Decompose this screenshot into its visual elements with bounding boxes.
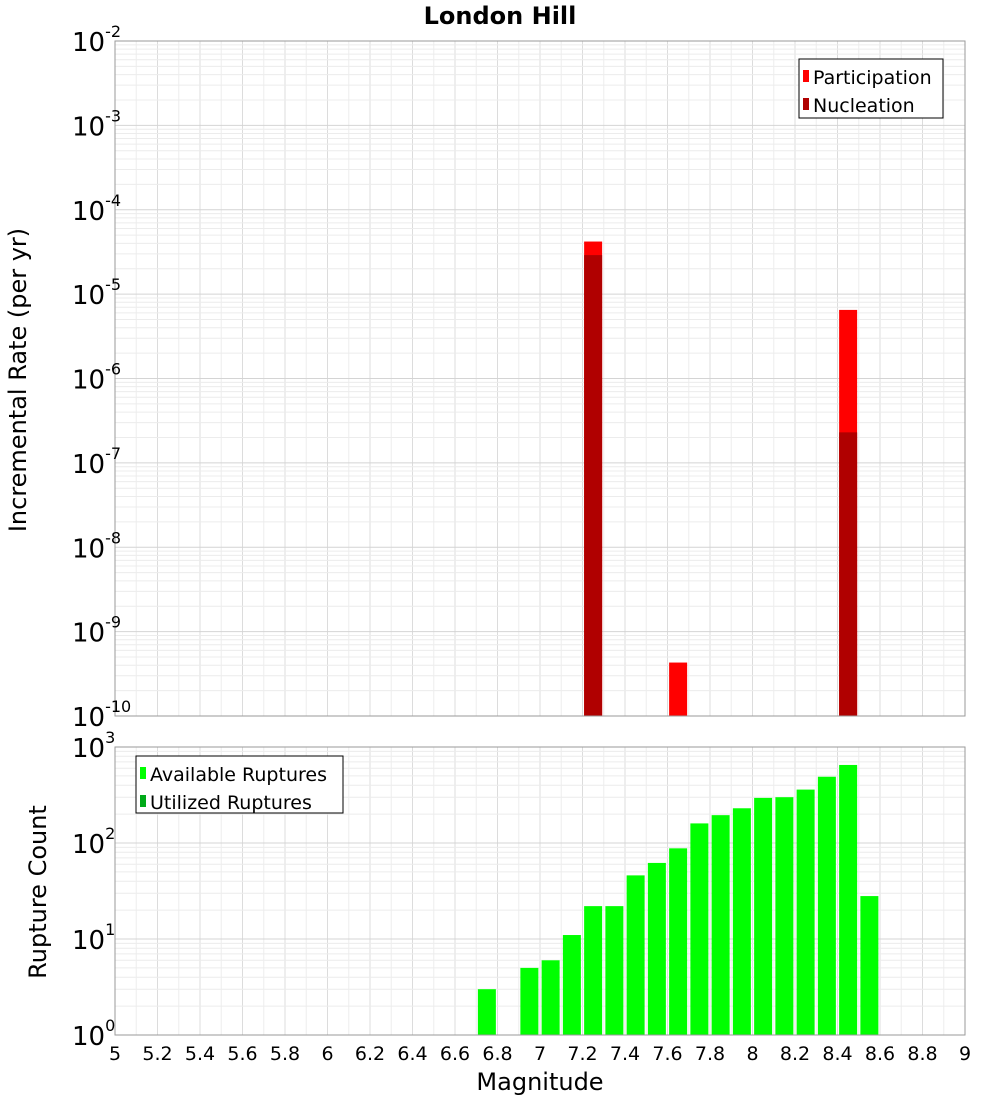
legend: Participation Nucleation: [798, 58, 944, 119]
x-tick-label: 7.6: [652, 1043, 682, 1065]
bar: [584, 906, 603, 1035]
y-tick-label: 102: [72, 824, 115, 860]
x-tick-label: 8.4: [822, 1043, 852, 1065]
plot-frame: [114, 40, 966, 717]
x-tick-labels: 5 5.2 5.4 5.6 5.8 6 6.2 6.4 6.6 6.8 7 7.2 7.4 7.6 7.8 8…: [109, 1043, 971, 1065]
x-tick-label: 6.6: [440, 1043, 470, 1065]
bar: [839, 432, 858, 716]
y-axis-title-rate: Incremental Rate (per yr): [4, 228, 32, 532]
x-tick-label: 7: [534, 1043, 546, 1065]
legend: Available Ruptures Utilized Ruptures: [135, 755, 344, 814]
bar: [541, 960, 560, 1035]
y-tick-label: 10-5: [72, 275, 121, 311]
gridlines: [114, 41, 966, 717]
legend-swatch: [140, 767, 146, 779]
legend-entry: Nucleation: [813, 95, 915, 117]
x-tick-label: 7.8: [695, 1043, 725, 1065]
legend-swatch: [803, 70, 809, 82]
bar: [860, 896, 879, 1035]
bar: [711, 815, 730, 1035]
x-tick-label: 8.2: [780, 1043, 810, 1065]
legend-box: [135, 755, 344, 814]
bar: [817, 776, 836, 1035]
x-tick-label: 9: [959, 1043, 971, 1065]
bar: [839, 764, 858, 1035]
legend-box: [798, 58, 944, 119]
y-tick-label: 101: [72, 920, 115, 956]
y-tick-label: 10-10: [72, 697, 131, 733]
bar: [775, 797, 794, 1035]
x-tick-label: 5.4: [185, 1043, 215, 1065]
bar: [796, 789, 815, 1035]
x-tick-label: 8: [746, 1043, 758, 1065]
x-tick-label: 6.4: [397, 1043, 427, 1065]
bar: [605, 906, 624, 1035]
x-tick-label: 8.8: [907, 1043, 937, 1065]
y-tick-label: 100: [72, 1016, 115, 1052]
y-tick-label: 10-8: [72, 528, 121, 564]
bar: [669, 848, 688, 1035]
series-nucleation: [584, 255, 858, 716]
legend-swatch: [140, 795, 146, 807]
y-tick-label: 10-7: [72, 444, 121, 480]
x-tick-label: 6: [321, 1043, 333, 1065]
x-tick-label: 8.6: [865, 1043, 895, 1065]
bar: [584, 255, 603, 716]
bar: [732, 808, 751, 1035]
y-axis-title-count: Rupture Count: [24, 805, 52, 979]
x-tick-label: 5.6: [227, 1043, 257, 1065]
bar: [626, 875, 645, 1035]
y-tick-label: 10-3: [72, 106, 121, 142]
series-available-ruptures: [477, 764, 879, 1035]
y-tick-labels: 10-2 10-3 10-4 10-5 10-6 10-7 10-8 10-9 10-10: [72, 22, 131, 733]
x-tick-label: 6.2: [355, 1043, 385, 1065]
x-tick-label: 5.2: [142, 1043, 172, 1065]
y-tick-label: 10-6: [72, 360, 121, 396]
x-tick-label: 5: [109, 1043, 121, 1065]
x-tick-label: 6.8: [482, 1043, 512, 1065]
y-tick-label: 10-4: [72, 191, 121, 227]
plot-frame: [114, 746, 966, 1036]
bar: [669, 662, 688, 716]
bar: [754, 797, 773, 1035]
bar: [562, 935, 581, 1035]
x-tick-label: 7.4: [610, 1043, 640, 1065]
legend-swatch: [803, 98, 809, 110]
legend-entry: Available Ruptures: [150, 764, 327, 786]
legend-entry: Utilized Ruptures: [150, 792, 312, 814]
x-axis-title: Magnitude: [476, 1068, 603, 1096]
legend-entry: Participation: [813, 67, 932, 89]
bar: [477, 989, 496, 1035]
bar: [690, 823, 709, 1035]
chart-title: London Hill: [424, 2, 577, 30]
rate-plot: 10-2 10-3 10-4 10-5 10-6 10-7 10-8 10-9 10-10 Par…: [4, 22, 966, 733]
x-tick-label: 5.8: [270, 1043, 300, 1065]
bar: [647, 862, 666, 1035]
y-tick-label: 10-9: [72, 613, 121, 649]
rupture-count-plot: 103 102 101 100 Available Ruptures Utilized R…: [24, 728, 971, 1096]
y-tick-labels: 103 102 101 100: [72, 728, 115, 1052]
x-tick-label: 7.2: [567, 1043, 597, 1065]
y-tick-label: 103: [72, 728, 115, 764]
bar: [520, 967, 539, 1035]
y-tick-label: 10-2: [72, 22, 121, 58]
